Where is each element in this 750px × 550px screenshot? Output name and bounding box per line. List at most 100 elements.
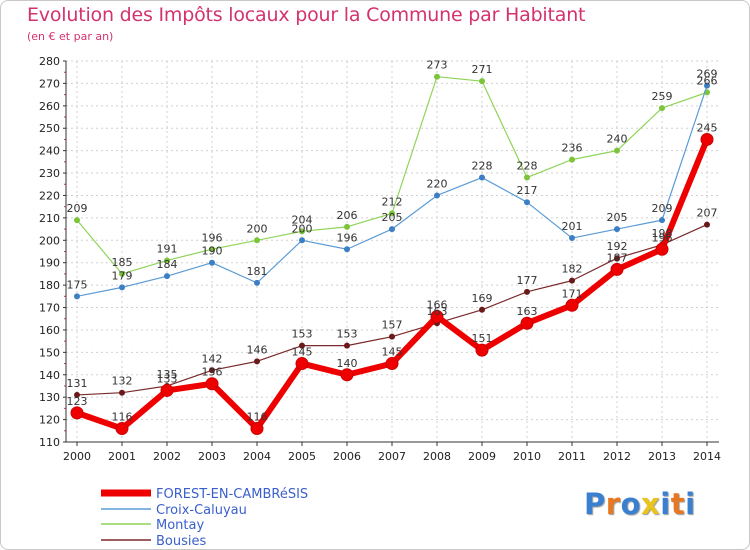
data-label: 153: [337, 328, 358, 341]
data-point-0: [385, 357, 399, 371]
data-point-1: [524, 199, 530, 206]
data-label: 201: [562, 220, 583, 233]
data-label: 153: [292, 328, 313, 341]
data-point-3: [569, 277, 575, 284]
x-tick-label: 2010: [513, 450, 541, 463]
legend-label: Croix-Caluyau: [156, 503, 247, 518]
data-label: 133: [157, 372, 178, 385]
data-label: 179: [112, 269, 133, 282]
logo-letter: o: [620, 487, 642, 521]
data-label: 271: [472, 63, 493, 76]
x-tick-label: 2006: [333, 450, 361, 463]
data-point-2: [299, 228, 305, 235]
data-point-3: [614, 255, 620, 262]
data-label: 196: [202, 231, 223, 244]
data-point-3: [524, 288, 530, 295]
data-point-2: [164, 257, 170, 264]
data-point-1: [299, 237, 305, 244]
data-label: 175: [67, 278, 88, 291]
y-tick-label: 160: [39, 324, 60, 337]
data-point-2: [344, 223, 350, 230]
data-point-0: [205, 377, 219, 391]
data-point-0: [70, 406, 84, 420]
y-tick-label: 140: [39, 369, 60, 382]
data-point-0: [565, 298, 579, 312]
data-label: 181: [247, 265, 268, 278]
data-point-2: [614, 147, 620, 154]
data-label: 269: [697, 68, 718, 81]
y-tick-label: 240: [39, 145, 60, 158]
y-tick-label: 270: [39, 77, 60, 90]
logo-letter: r: [605, 487, 621, 521]
data-label: 209: [652, 202, 673, 215]
data-point-3: [344, 342, 350, 349]
legend-label: Bousies: [156, 534, 206, 549]
y-tick-label: 280: [39, 55, 60, 68]
proxiti-logo: Proxiti: [584, 487, 696, 521]
logo-letter: i: [685, 487, 696, 521]
data-point-1: [164, 273, 170, 280]
data-point-1: [434, 192, 440, 199]
data-point-3: [74, 391, 80, 398]
data-point-0: [430, 309, 444, 323]
data-label: 151: [472, 332, 493, 345]
data-point-1: [479, 174, 485, 181]
y-tick-label: 200: [39, 234, 60, 247]
y-tick-label: 170: [39, 302, 60, 315]
data-point-2: [254, 237, 260, 244]
data-point-2: [434, 73, 440, 80]
data-label: 236: [562, 142, 583, 155]
x-tick-label: 2001: [108, 450, 136, 463]
data-label: 228: [472, 160, 493, 173]
data-label: 116: [112, 411, 133, 424]
data-label: 163: [427, 305, 448, 318]
data-label: 185: [112, 256, 133, 269]
data-label: 146: [247, 343, 268, 356]
data-label: 187: [607, 251, 628, 264]
y-tick-label: 210: [39, 212, 60, 225]
data-point-2: [569, 156, 575, 163]
data-label: 145: [382, 346, 403, 359]
data-point-0: [700, 132, 714, 146]
data-label: 136: [202, 366, 223, 379]
data-label: 205: [607, 211, 628, 224]
data-point-2: [74, 217, 80, 224]
data-point-2: [479, 78, 485, 85]
data-label: 266: [697, 74, 718, 87]
y-tick-label: 190: [39, 257, 60, 270]
data-label: 200: [247, 222, 268, 235]
data-label: 200: [292, 222, 313, 235]
data-label: 184: [157, 258, 178, 271]
x-tick-label: 2000: [63, 450, 91, 463]
data-point-0: [655, 242, 669, 256]
data-label: 204: [292, 213, 313, 226]
logo-letter: t: [670, 487, 686, 521]
data-point-2: [659, 105, 665, 112]
data-point-0: [520, 316, 534, 330]
data-label: 171: [562, 287, 583, 300]
logo-letter: x: [641, 487, 661, 521]
chart-subtitle: (en € et par an): [27, 30, 114, 43]
x-tick-label: 2008: [423, 450, 451, 463]
data-label: 135: [157, 368, 178, 381]
data-point-1: [389, 226, 395, 233]
data-point-0: [475, 343, 489, 357]
data-label: 245: [697, 121, 718, 134]
data-point-2: [389, 210, 395, 217]
data-point-1: [74, 293, 80, 300]
data-label: 132: [112, 375, 133, 388]
data-point-3: [704, 221, 710, 228]
x-tick-label: 2012: [603, 450, 631, 463]
y-tick-label: 250: [39, 122, 60, 135]
data-label: 196: [652, 231, 673, 244]
data-label: 228: [517, 160, 538, 173]
data-label: 145: [292, 346, 313, 359]
y-tick-label: 220: [39, 189, 60, 202]
data-point-3: [254, 358, 260, 365]
data-label: 157: [382, 319, 403, 332]
x-tick-label: 2011: [558, 450, 586, 463]
data-point-0: [340, 368, 354, 382]
data-point-3: [119, 389, 125, 396]
